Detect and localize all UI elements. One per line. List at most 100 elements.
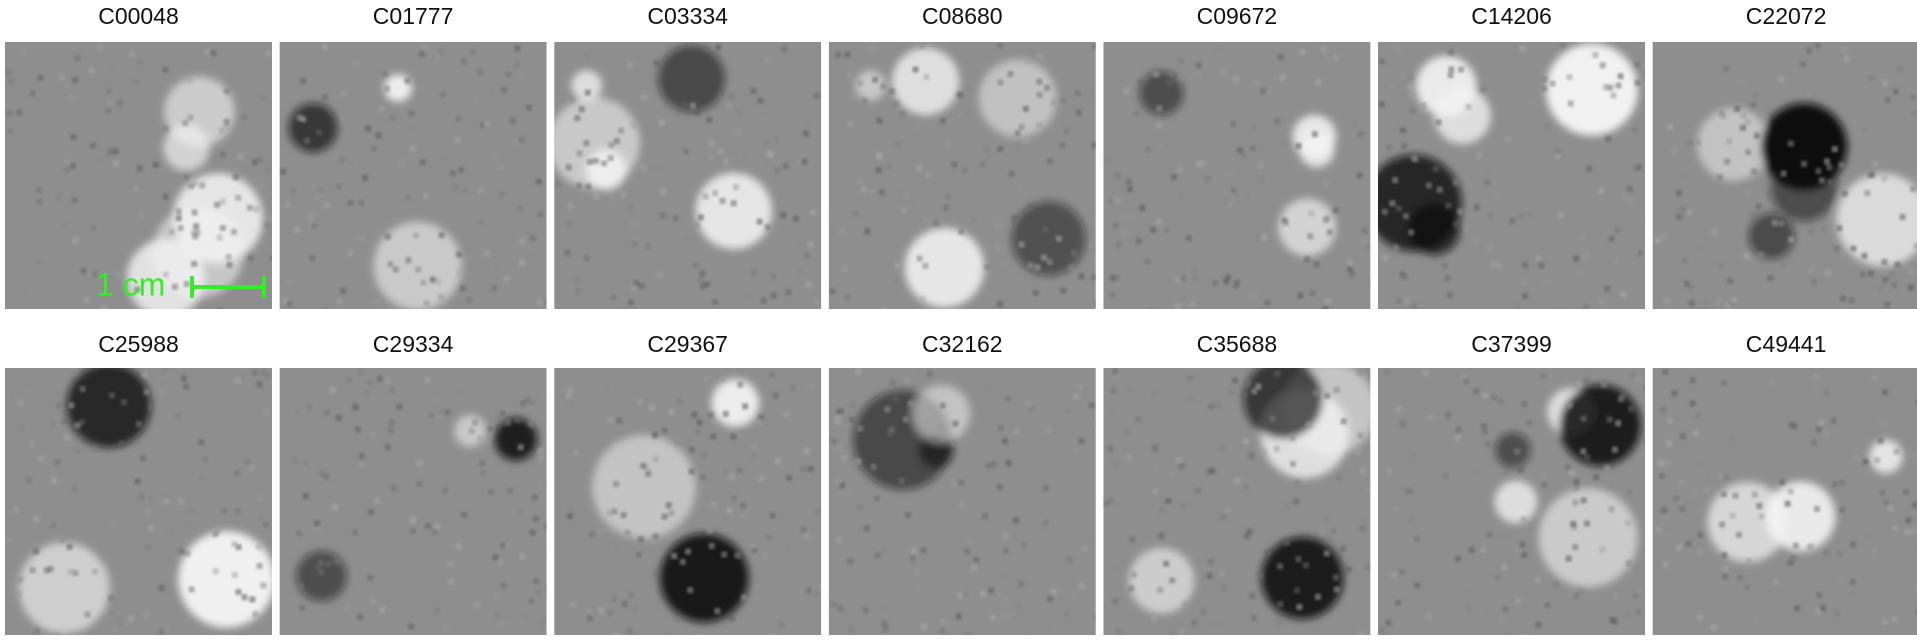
speckle — [1772, 578, 1779, 585]
speckle — [1688, 536, 1695, 543]
speckle — [442, 487, 449, 494]
speckle — [770, 273, 777, 280]
speckle — [1498, 615, 1505, 622]
speckle — [1092, 614, 1096, 621]
speckle — [1063, 128, 1070, 135]
speckle — [857, 504, 864, 511]
speckle — [1192, 598, 1199, 605]
speckle — [1673, 495, 1680, 502]
speckle — [841, 266, 848, 273]
blob — [571, 70, 603, 101]
speckle — [1175, 303, 1182, 309]
speckle — [1311, 131, 1318, 138]
speckle — [1212, 279, 1219, 286]
speckle — [352, 529, 359, 536]
speckle — [1126, 386, 1133, 393]
speckle — [772, 392, 779, 399]
speckle — [105, 87, 112, 94]
speckle — [1303, 562, 1310, 569]
speckle — [1606, 416, 1613, 423]
speckle — [1047, 595, 1054, 602]
speckle — [1250, 614, 1257, 621]
speckle — [1826, 164, 1833, 171]
speckle — [1685, 499, 1692, 506]
speckle — [1799, 61, 1806, 68]
speckle — [652, 456, 659, 463]
speckle — [880, 83, 887, 90]
speckle — [730, 433, 737, 440]
speckle — [223, 88, 230, 95]
speckle — [688, 468, 695, 475]
speckle — [315, 194, 322, 201]
speckle — [1719, 521, 1726, 528]
speckle — [838, 407, 845, 414]
speckle — [284, 201, 291, 208]
speckle — [1681, 257, 1688, 264]
speckle — [903, 377, 910, 384]
speckle — [300, 116, 307, 123]
speckle — [1824, 389, 1831, 396]
speckle — [74, 447, 81, 454]
speckle — [566, 220, 573, 227]
speckle — [1124, 213, 1131, 220]
speckle — [26, 116, 33, 123]
speckle — [1806, 47, 1813, 54]
speckle — [1465, 605, 1472, 612]
speckle — [644, 242, 651, 249]
speckle — [1688, 283, 1695, 290]
speckle — [1680, 206, 1687, 213]
speckle — [1899, 213, 1906, 220]
speckle — [620, 512, 627, 519]
speckle — [1208, 403, 1215, 410]
speckle — [1349, 271, 1356, 278]
speckle — [252, 611, 259, 618]
speckle — [35, 258, 42, 265]
speckle — [764, 223, 771, 230]
speckle — [194, 229, 201, 236]
speckle — [1378, 101, 1385, 108]
speckle — [1794, 605, 1801, 612]
speckle — [1396, 298, 1403, 305]
speckle — [540, 617, 547, 624]
speckle — [774, 458, 781, 465]
speckle — [168, 228, 175, 235]
speckle — [1894, 261, 1901, 268]
speckle — [410, 527, 417, 534]
speckle — [440, 154, 447, 161]
speckle — [16, 109, 23, 116]
speckle — [1813, 388, 1820, 395]
speckle — [1183, 531, 1190, 538]
speckle — [1073, 393, 1080, 400]
speckle — [742, 152, 749, 159]
speckle — [1034, 264, 1041, 271]
speckle — [1814, 374, 1821, 381]
speckle — [1409, 92, 1416, 99]
speckle — [358, 199, 365, 206]
blob — [711, 379, 760, 427]
speckle — [1743, 584, 1750, 591]
speckle — [604, 384, 611, 391]
speckle — [1422, 369, 1429, 376]
speckle — [260, 582, 267, 589]
speckle — [54, 633, 61, 635]
speckle — [1264, 299, 1271, 306]
speckle — [29, 90, 36, 97]
speckle — [404, 77, 411, 84]
speckle — [844, 51, 851, 58]
speckle — [1910, 452, 1917, 459]
speckle — [1881, 175, 1888, 182]
speckle — [1192, 274, 1199, 281]
speckle — [167, 529, 174, 536]
speckle — [137, 58, 144, 65]
speckle — [1779, 479, 1786, 486]
speckle — [1308, 210, 1315, 217]
speckle — [1598, 188, 1605, 195]
speckle — [807, 466, 814, 473]
speckle — [6, 109, 13, 116]
speckle — [974, 525, 981, 532]
speckle — [1566, 74, 1573, 81]
speckle — [1002, 532, 1009, 539]
speckle — [1094, 300, 1096, 307]
speckle — [848, 627, 855, 634]
speckle — [835, 536, 842, 543]
